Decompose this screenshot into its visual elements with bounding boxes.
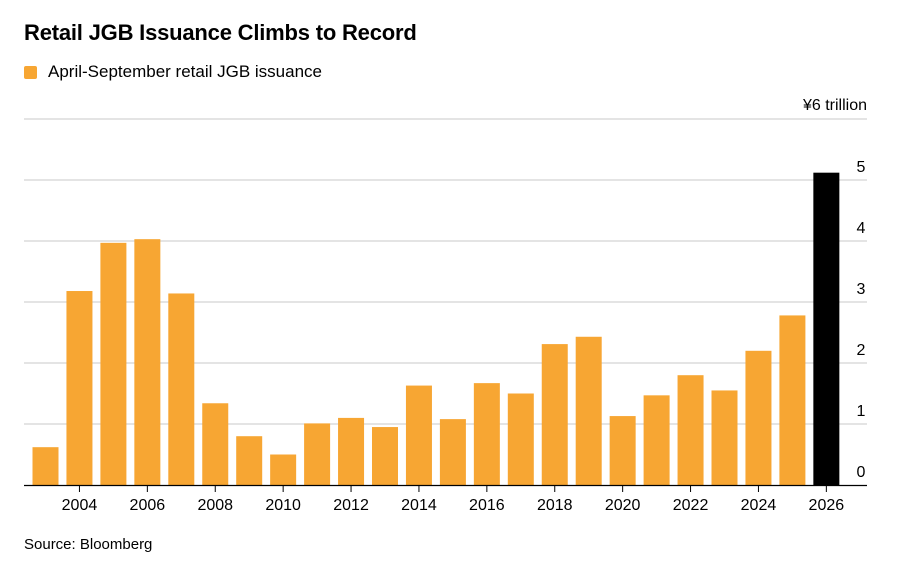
y-tick-label: 0 xyxy=(857,464,866,481)
x-tick-label: 2010 xyxy=(265,497,301,514)
y-axis-ticks: 0 1 2 3 4 5 xyxy=(857,159,866,481)
bar-2010 xyxy=(270,454,297,485)
bar-2013 xyxy=(372,427,398,485)
bar-2014 xyxy=(405,385,432,485)
bar-2008 xyxy=(202,403,229,485)
legend: April-September retail JGB issuance xyxy=(24,62,322,82)
x-tick-label: 2026 xyxy=(809,497,845,514)
chart-title: Retail JGB Issuance Climbs to Record xyxy=(24,20,417,45)
x-tick-label: 2024 xyxy=(741,497,777,514)
source-note: Source: Bloomberg xyxy=(24,536,153,553)
x-tick-label: 2012 xyxy=(333,497,369,514)
gridlines xyxy=(24,118,867,425)
x-tick-label: 2008 xyxy=(197,497,233,514)
bar-2024 xyxy=(745,350,772,485)
legend-label: April-September retail JGB issuance xyxy=(48,62,323,81)
y-tick-label: 5 xyxy=(857,159,866,176)
bar-2025 xyxy=(779,315,806,485)
y-tick-label: 2 xyxy=(857,342,866,359)
bar-2009 xyxy=(236,436,263,485)
x-tick-label: 2016 xyxy=(469,497,505,514)
x-tick-label: 2014 xyxy=(401,497,437,514)
y-tick-label: 1 xyxy=(857,403,866,420)
bars xyxy=(24,172,867,487)
bar-2018 xyxy=(541,344,568,485)
y-tick-label: 3 xyxy=(857,281,866,298)
bar-2019 xyxy=(575,336,602,485)
y-axis-unit-label: ¥6 trillion xyxy=(802,97,867,114)
x-tick-label: 2018 xyxy=(537,497,573,514)
bar-2011 xyxy=(304,423,331,485)
x-axis-ticks: 2004 2006 2008 2010 2012 2014 2016 2018 2020 2022… xyxy=(62,485,845,514)
bar-2020 xyxy=(609,416,636,485)
x-tick-label: 2006 xyxy=(130,497,166,514)
bar-2023 xyxy=(711,390,738,485)
x-tick-label: 2022 xyxy=(673,497,709,514)
bar-2026 xyxy=(813,172,840,485)
bar-2007 xyxy=(168,293,195,485)
bar-2005 xyxy=(100,242,127,485)
bar-2003 xyxy=(32,447,59,485)
y-tick-label: 4 xyxy=(857,220,866,237)
x-tick-label: 2004 xyxy=(62,497,98,514)
bar-2016 xyxy=(473,383,500,485)
bar-2012 xyxy=(338,417,365,485)
bar-2006 xyxy=(134,239,161,485)
bar-2021 xyxy=(643,395,670,485)
bar-2015 xyxy=(439,419,466,485)
bar-2022 xyxy=(677,375,704,485)
bar-2004 xyxy=(66,291,93,485)
legend-swatch xyxy=(24,65,37,79)
bar-2017 xyxy=(507,393,534,485)
x-tick-label: 2020 xyxy=(605,497,641,514)
